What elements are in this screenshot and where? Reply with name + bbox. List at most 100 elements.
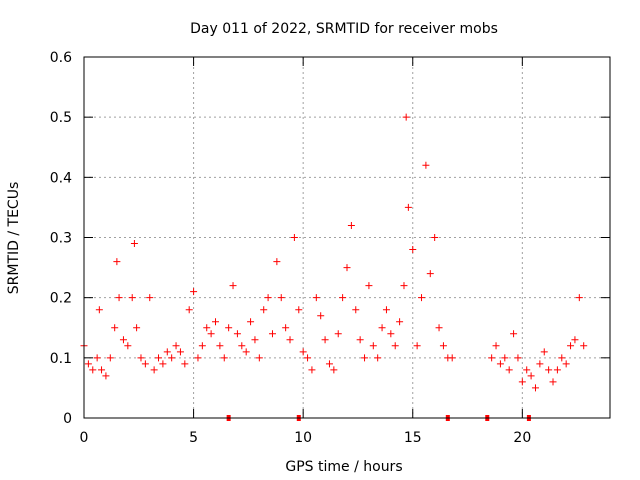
data-point [527, 372, 535, 380]
data-point [531, 384, 539, 392]
data-point [124, 342, 132, 350]
data-points [80, 113, 588, 421]
data-point [111, 324, 119, 332]
chart-title: Day 011 of 2022, SRMTID for receiver mob… [190, 21, 498, 37]
data-point [505, 366, 513, 374]
data-point [426, 270, 434, 278]
data-point [95, 306, 103, 314]
data-point [181, 360, 189, 368]
data-point [119, 336, 127, 344]
data-point [89, 366, 97, 374]
data-point [496, 360, 504, 368]
data-point [308, 366, 316, 374]
data-point [290, 234, 298, 241]
data-point [575, 294, 583, 302]
data-point [387, 330, 395, 338]
grid-lines [84, 57, 610, 418]
data-point [176, 348, 184, 356]
y-tick-label: 0.2 [50, 291, 72, 307]
data-point [102, 372, 110, 380]
data-point [155, 354, 163, 362]
data-point [216, 342, 224, 350]
data-point [501, 354, 509, 362]
data-point [321, 336, 329, 344]
data-point [378, 324, 386, 332]
data-point [130, 240, 138, 248]
data-point [251, 336, 259, 344]
data-point [330, 366, 338, 374]
data-point [304, 354, 312, 362]
data-point [146, 294, 154, 302]
data-point [391, 342, 399, 350]
data-point [343, 264, 351, 272]
data-point [141, 360, 149, 368]
data-point [194, 354, 202, 362]
data-point [365, 282, 373, 290]
data-point [382, 306, 390, 314]
data-point [128, 294, 136, 302]
data-point [84, 360, 92, 368]
data-point [137, 354, 145, 362]
data-point [255, 354, 263, 362]
data-point [396, 318, 404, 326]
data-point [207, 330, 215, 338]
data-point [325, 360, 333, 368]
data-point [523, 366, 531, 374]
data-point [133, 324, 141, 332]
data-point [540, 348, 548, 356]
x-tick-labels: 0 5 10 15 20 [80, 430, 532, 446]
data-point [242, 348, 250, 356]
data-point [312, 294, 320, 302]
data-point [374, 354, 382, 362]
data-point [435, 324, 443, 332]
data-point [225, 324, 233, 332]
data-point [334, 330, 342, 338]
data-point [98, 366, 106, 374]
data-point [203, 324, 211, 332]
y-tick-label: 0 [63, 411, 72, 427]
data-point [369, 342, 377, 350]
x-tick-label: 20 [513, 430, 531, 446]
data-point [106, 354, 114, 362]
x-tick-label: 10 [294, 430, 312, 446]
data-point [212, 318, 219, 326]
data-point [402, 113, 410, 121]
data-point [277, 294, 285, 302]
data-point [273, 258, 281, 266]
data-point [518, 378, 526, 386]
data-point [282, 324, 290, 332]
data-point [439, 342, 447, 350]
data-point [422, 161, 430, 169]
data-point [339, 294, 347, 302]
y-tick-label: 0.5 [50, 110, 72, 126]
data-point [536, 360, 544, 368]
x-tick-label: 0 [80, 430, 89, 446]
data-point [238, 342, 246, 350]
data-point [356, 336, 364, 344]
y-tick-label: 0.1 [50, 351, 72, 367]
data-point [172, 342, 180, 350]
x-axis-label: GPS time / hours [285, 459, 402, 475]
axis-ticks [83, 56, 610, 419]
data-point [93, 354, 101, 362]
y-axis-label: SRMTID / TECUs [6, 182, 22, 295]
data-point [352, 306, 360, 314]
data-point [580, 342, 588, 350]
data-point [115, 294, 123, 302]
y-tick-label: 0.6 [50, 50, 72, 66]
data-point [553, 366, 561, 374]
data-point [260, 306, 268, 314]
y-tick-label: 0.4 [50, 170, 72, 186]
data-point [299, 348, 307, 356]
data-point [488, 354, 496, 362]
data-point [295, 306, 303, 314]
data-point [159, 360, 167, 368]
data-point [448, 354, 456, 362]
data-point [361, 354, 369, 362]
data-point [347, 221, 355, 229]
data-point [562, 360, 570, 368]
data-point [163, 348, 171, 356]
data-point [567, 342, 575, 350]
data-point [247, 318, 255, 326]
data-point [431, 234, 439, 241]
